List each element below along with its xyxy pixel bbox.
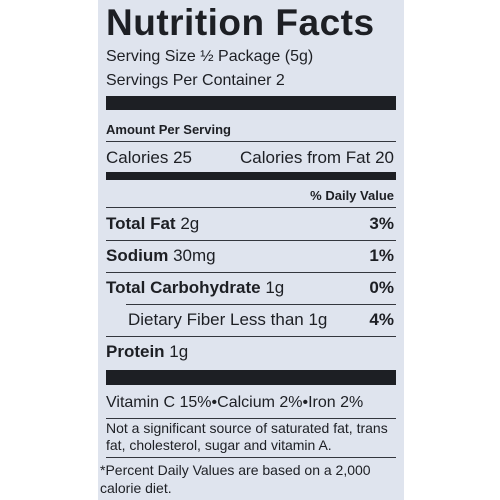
nutrient: Protein 1g [106,342,188,362]
rule [106,457,396,458]
medium-bar [106,172,396,180]
nutrient-amount: 1g [169,342,189,361]
rule [106,418,396,419]
calories: Calories 25 [106,148,192,167]
servings: Servings Per Container 2 [106,72,285,89]
nutrient-amount: 1g [265,278,285,297]
daily-value: 4% [369,310,394,329]
nutrient: Total Fat 2g [106,214,199,234]
rule [126,304,396,305]
nutrient-label: Sodium [106,246,169,265]
nutrient-label: Total Fat [106,214,176,233]
footnote: *Percent Daily Values are based on a 2,0… [100,462,371,496]
rule [106,207,396,208]
amount-per-serving: Amount Per Serving [106,122,231,137]
daily-value: 1% [369,246,394,265]
nutrient-label: Dietary Fiber Less than 1g [128,310,328,329]
nutrient: Sodium 30mg [106,246,216,266]
rule [106,272,396,273]
nutrient-amount: 30mg [173,246,216,265]
title: Nutrition Facts [106,2,375,43]
vitamins: Vitamin C 15%•Calcium 2%•Iron 2% [106,394,364,411]
rule [106,141,396,142]
note: Not a significant source of saturated fa… [106,420,388,453]
daily-value: 3% [369,214,394,233]
rule [106,240,396,241]
nutrient: Total Carbohydrate 1g [106,278,284,298]
calories-from-fat: Calories from Fat 20 [240,148,394,167]
daily-value-header: % Daily Value [310,188,394,203]
nutrient-amount: 2g [180,214,200,233]
nutrient-label: Protein [106,342,165,361]
rule [106,336,396,337]
thick-bar [106,96,396,110]
nutrient-label: Total Carbohydrate [106,278,261,297]
daily-value: 0% [369,278,394,297]
nutrition-label: Nutrition Facts Serving Size ½ Package (… [98,0,404,500]
serving-size: Serving Size ½ Package (5g) [106,48,314,65]
thick-bar [106,370,396,385]
